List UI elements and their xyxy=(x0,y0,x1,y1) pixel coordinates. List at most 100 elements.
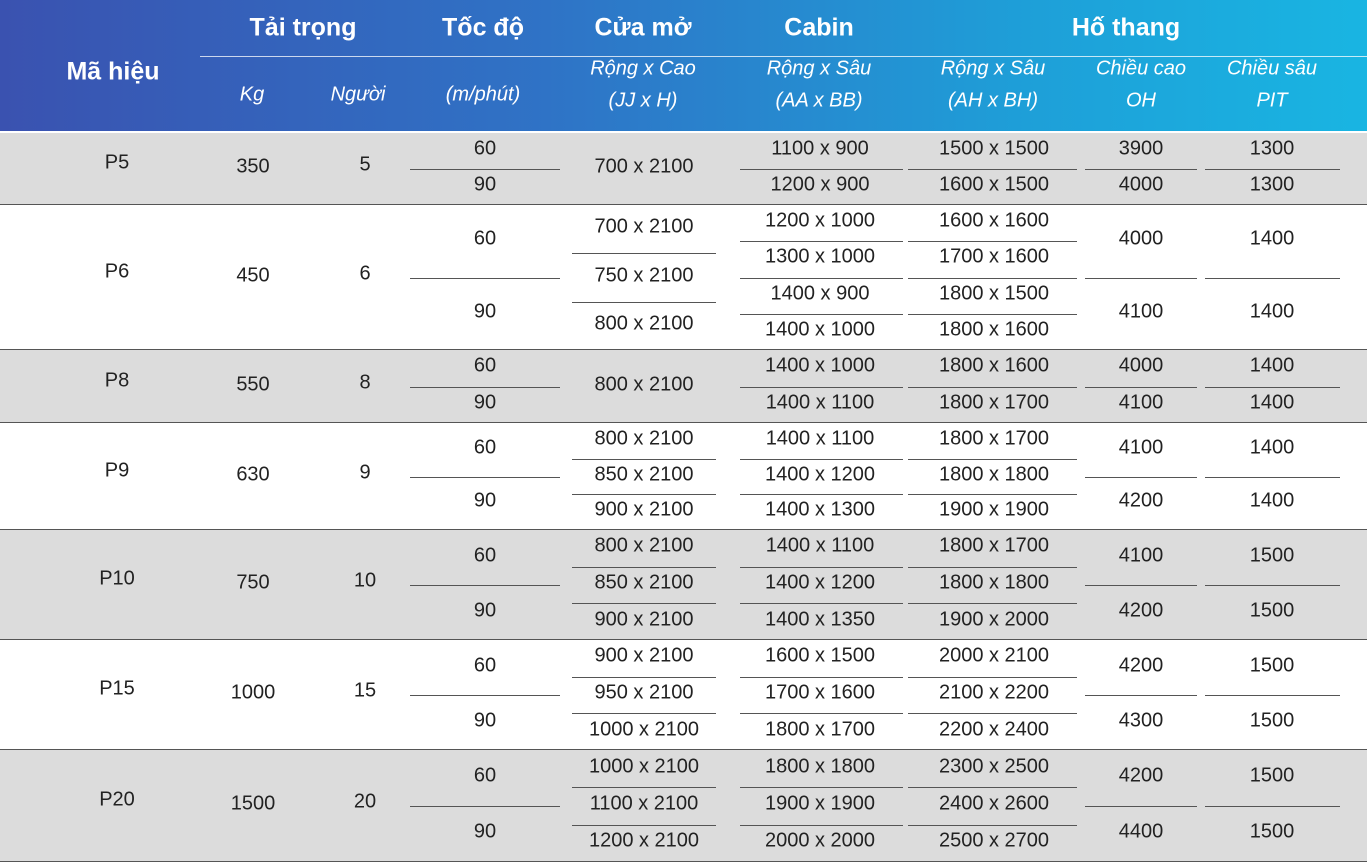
speed-value: 90 xyxy=(473,391,497,414)
cell-divider xyxy=(908,676,1077,678)
shaft-size: 1800 x 1800 xyxy=(938,463,1050,485)
cell-divider xyxy=(908,241,1077,243)
cell-divider xyxy=(740,494,903,496)
door-size: 1000 x 2100 xyxy=(588,718,700,741)
pit-depth: 1500 xyxy=(1249,764,1295,787)
pit-depth: 1400 xyxy=(1249,489,1295,512)
door-size: 1000 x 2100 xyxy=(588,755,700,778)
cell-divider xyxy=(572,458,716,460)
pit-depth: 1300 xyxy=(1249,137,1295,160)
overhead-height: 4000 xyxy=(1118,354,1164,377)
overhead-height: 4100 xyxy=(1118,544,1164,566)
cabin-size: 1400 x 1200 xyxy=(764,571,876,594)
cell-divider xyxy=(740,241,903,243)
cabin-size: 1100 x 900 xyxy=(771,137,869,160)
table-header: Mã hiệu Tải trọng Kg Người Tốc độ (m/phú… xyxy=(0,0,1367,131)
shaft-size: 1800 x 1700 xyxy=(938,427,1050,450)
cell-divider xyxy=(1205,476,1340,478)
header-load-kg: Kg xyxy=(239,83,265,106)
cabin-size: 2000 x 2000 xyxy=(764,829,876,852)
overhead-height: 3900 xyxy=(1118,137,1164,160)
cell-divider xyxy=(908,458,1077,460)
cell-divider xyxy=(410,585,560,586)
cabin-size: 1400 x 1100 xyxy=(765,427,875,450)
cell-divider xyxy=(572,713,716,715)
cell-divider xyxy=(740,713,903,715)
model-code: P5 xyxy=(104,151,130,174)
cell-divider xyxy=(1085,476,1197,478)
shaft-size: 1800 x 1500 xyxy=(938,282,1050,305)
pit-depth: 1500 xyxy=(1249,544,1295,566)
door-size: 700 x 2100 xyxy=(594,215,694,238)
load-persons: 6 xyxy=(359,262,371,284)
cell-divider xyxy=(1205,806,1340,807)
cell-divider xyxy=(410,806,560,807)
overhead-height: 4400 xyxy=(1118,820,1164,843)
shaft-size: 1900 x 2000 xyxy=(938,608,1050,631)
cell-divider xyxy=(1205,169,1340,170)
shaft-size: 1700 x 1600 xyxy=(938,245,1050,268)
cell-divider xyxy=(1085,585,1197,586)
shaft-size: 1800 x 1800 xyxy=(938,571,1050,594)
load-persons: 15 xyxy=(353,679,377,702)
load-persons: 8 xyxy=(359,371,371,393)
speed-value: 90 xyxy=(473,820,497,843)
cell-divider xyxy=(740,313,903,315)
door-size: 950 x 2100 xyxy=(594,681,694,704)
cell-divider xyxy=(908,713,1077,715)
cabin-size: 1800 x 1700 xyxy=(764,718,876,741)
cabin-size: 1400 x 1000 xyxy=(764,318,876,341)
pit-depth: 1400 xyxy=(1249,391,1295,414)
header-pit-sub2: PIT xyxy=(1256,89,1288,112)
cell-divider xyxy=(908,787,1077,789)
shaft-size: 2400 x 2600 xyxy=(938,792,1050,815)
cell-divider xyxy=(572,603,716,605)
header-load: Tải trọng xyxy=(249,13,357,42)
speed-value: 60 xyxy=(473,436,497,459)
cabin-size: 1200 x 900 xyxy=(770,173,870,196)
cell-divider xyxy=(740,603,903,605)
cell-divider xyxy=(908,566,1077,568)
cell-divider xyxy=(572,824,716,826)
cell-divider xyxy=(1085,169,1197,170)
model-code: P20 xyxy=(99,788,135,811)
header-door: Cửa mở xyxy=(594,13,692,42)
cell-divider xyxy=(1085,386,1197,388)
cabin-size: 1700 x 1600 xyxy=(764,681,876,704)
overhead-height: 4000 xyxy=(1118,227,1164,250)
load-kg: 630 xyxy=(236,463,270,485)
header-model-code: Mã hiệu xyxy=(66,57,160,86)
cabin-size: 1200 x 1000 xyxy=(764,209,876,232)
load-kg: 550 xyxy=(236,373,270,395)
shaft-size: 2500 x 2700 xyxy=(938,829,1050,852)
door-size: 900 x 2100 xyxy=(594,644,694,667)
overhead-height: 4100 xyxy=(1118,391,1164,414)
header-pit-sub1: Chiều sâu xyxy=(1226,57,1318,80)
header-cabin-sub2: (AA x BB) xyxy=(775,89,863,112)
door-size: 850 x 2100 xyxy=(594,571,694,594)
cabin-size: 1600 x 1500 xyxy=(764,644,876,667)
header-speed: Tốc độ xyxy=(442,13,524,42)
model-code: P9 xyxy=(104,459,130,481)
header-shaft: Hố thang xyxy=(1071,13,1181,42)
cell-divider xyxy=(1085,695,1197,696)
cell-divider xyxy=(410,169,560,170)
speed-value: 90 xyxy=(473,173,497,196)
door-size: 700 x 2100 xyxy=(594,155,694,178)
speed-value: 60 xyxy=(473,137,497,160)
cell-divider xyxy=(572,676,716,678)
overhead-height: 4200 xyxy=(1118,764,1164,787)
cell-divider xyxy=(572,301,716,303)
header-speed-unit: (m/phút) xyxy=(445,83,521,106)
header-cabin-sub1: Rộng x Sâu xyxy=(766,57,872,80)
cell-divider xyxy=(572,566,716,568)
overhead-height: 4100 xyxy=(1118,436,1164,459)
cabin-size: 1900 x 1900 xyxy=(764,792,876,815)
cell-divider xyxy=(410,476,560,478)
overhead-height: 4100 xyxy=(1118,300,1164,323)
header-oh-sub2: OH xyxy=(1126,89,1156,112)
load-persons: 20 xyxy=(353,790,377,813)
overhead-height: 4300 xyxy=(1118,709,1164,731)
speed-value: 90 xyxy=(473,709,497,731)
overhead-height: 4200 xyxy=(1118,599,1164,621)
